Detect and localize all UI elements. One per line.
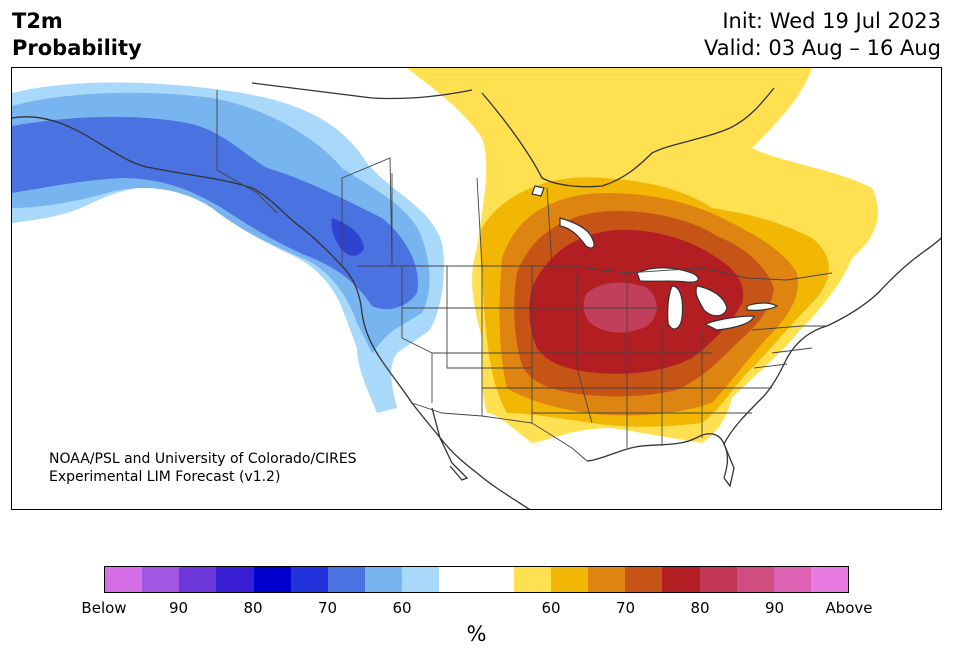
colorbar-segment [290,567,328,592]
state-col-1 [401,266,433,403]
state-northeast [751,325,827,369]
colorbar-segment [699,567,737,592]
colorbar-segment [365,567,403,592]
colorbar-segment [550,567,589,592]
province-mb-on [546,187,553,267]
florida [723,443,735,488]
map-credit: NOAA/PSL and University of Colorado/CIRE… [49,450,357,486]
colorbar-label: 80 [243,599,263,617]
colorbar-segment [773,567,811,592]
colorbar-label: 70 [615,599,636,617]
state-col-5 [576,273,593,424]
colorbar-segment [476,567,514,592]
baja [431,407,469,481]
colorbar-label: 80 [690,599,710,617]
variable-title: T2m Probability [12,8,142,62]
colorbar-unit: % [466,622,487,646]
colorbar-label: Above [825,599,873,617]
province-bc-ab [341,157,393,267]
colorbar-label: Below [81,599,127,617]
arctic-coast [251,82,473,100]
above-normal-region [407,68,878,443]
forecast-map[interactable] [11,67,942,510]
colorbar-label: 70 [317,599,338,617]
colorbar [104,566,849,593]
state-col-2 [446,266,483,416]
valid-date-range: Valid: 03 Aug – 16 Aug [703,36,941,60]
lake-michigan [667,285,684,330]
colorbar-segment [736,567,774,592]
hudson-bay-coast [481,87,775,188]
variable-title-line1: T2m [12,9,63,33]
above-95-band [583,282,657,333]
below-80-band [12,116,418,310]
lake-erie [703,315,755,331]
colorbar-label: 60 [392,599,412,617]
colorbar-segment [402,567,440,592]
colorbar-segment [327,567,366,592]
lakes [531,185,779,331]
colorbar-segment [253,567,291,592]
lake-winnipeg [559,217,595,249]
date-title: Init: Wed 19 Jul 2023 Valid: 03 Aug – 16… [704,8,941,62]
colorbar-segment [105,567,143,592]
alaska-border [216,90,278,214]
colorbar-label: 90 [764,599,785,617]
colorbar-labels: Below 90 80 70 60 60 70 80 90 Above [81,599,872,619]
colorbar-label: 90 [168,599,189,617]
colorbar-segment [216,567,254,592]
init-date: Init: Wed 19 Jul 2023 [722,9,941,33]
colorbar-segment [588,567,626,592]
us-mexico-border [411,402,588,462]
below-90-band [331,218,364,256]
political-borders [216,90,833,462]
colorbar-segment [179,567,217,592]
hudson-bay-lake [531,185,545,197]
colorbar-label: 60 [541,599,561,617]
credit-line1: NOAA/PSL and University of Colorado/CIRE… [49,451,357,467]
map-svg [12,68,941,509]
colorbar-segment [439,567,477,592]
colorbar-segment [810,567,849,592]
lake-ontario [746,302,779,311]
pacific-coast [12,116,531,509]
credit-line2: Experimental LIM Forecast (v1.2) [49,469,281,485]
us-canada-border [357,265,833,281]
colorbar-segment [142,567,180,592]
gulf-coast [586,433,729,479]
province-sk-mb [476,177,483,267]
state-col-3 [481,266,532,369]
variable-title-line2: Probability [12,36,142,60]
lake-huron [695,285,728,317]
colorbar-segment [662,567,700,592]
colorbar-segment [625,567,663,592]
below-normal-region [12,82,444,414]
colorbar-segment [513,567,551,592]
